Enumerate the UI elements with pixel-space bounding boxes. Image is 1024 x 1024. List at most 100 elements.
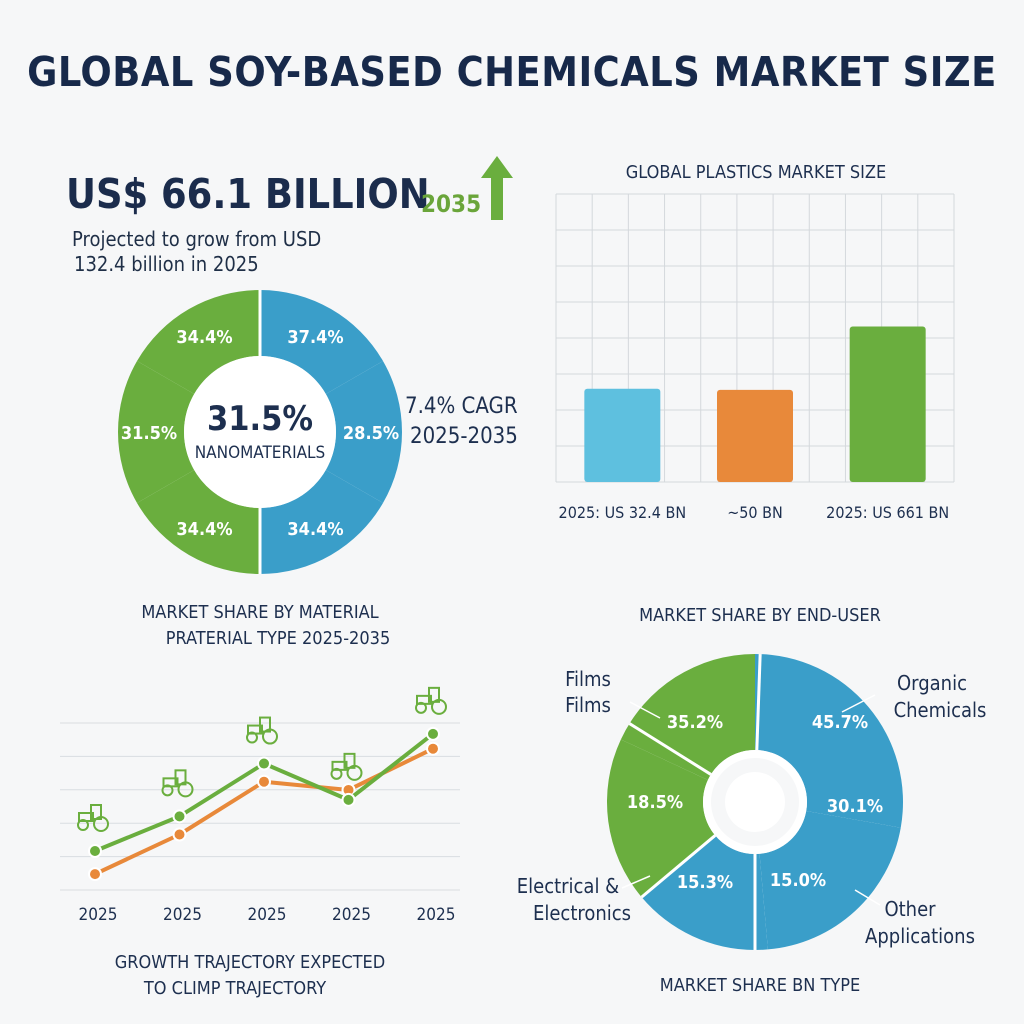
slice-divider [755,654,762,751]
enduser-callouts: Films Films Organic Chemicals Electrical… [517,667,987,948]
material-donut-labels: 37.4% 28.5% 34.4% 34.4% 31.5% 34.4% [121,327,399,540]
material-caption-line-2: PRATERIAL TYPE 2025-2035 [165,628,391,649]
enduser-donut-slices [607,654,903,950]
organic-callout-line [841,694,876,713]
donut-center-label: NANOMATERIALS [195,443,326,463]
material-slice [260,290,383,394]
enduser-slice-label: 18.5% [627,792,683,813]
callout-other-1: Other [884,897,936,921]
tractor-icon [161,769,194,798]
bar [849,326,926,482]
bar-category-label: 2025: US 661 BN [826,503,949,522]
material-slice-label: 34.4% [176,519,232,540]
x-tick-label: 2025 [248,905,287,925]
growth-arrow-icon [481,156,513,220]
series-point [88,844,102,858]
enduser-slice-label: 15.0% [770,870,826,891]
inner-ring [703,750,807,854]
callout-other-2: Applications [865,924,975,948]
plastics-chart-title: GLOBAL PLASTICS MARKET SIZE [625,162,887,183]
material-slice-label: 34.4% [287,519,343,540]
enduser-slice-label: 15.3% [677,872,733,893]
enduser-slice [759,811,901,950]
series-point [341,792,356,807]
description-line-1: Projected to grow from USD [72,227,322,251]
enduser-donut-labels: 45.7% 30.1% 15.0% 15.3% 18.5% 35.2% [627,712,883,893]
x-tick-label: 2025 [417,905,456,925]
series-point [257,774,271,789]
callout-electrical-2: Electronics [533,901,631,925]
enduser-slice [641,835,755,950]
series-point [172,809,187,824]
slice-divider [628,722,712,776]
bar-category-label: 2025: US 32.4 BN [559,503,687,522]
donut-center-value: 31.5% [207,399,313,439]
enduser-slice [755,654,903,828]
series-point [172,827,187,842]
series-point [88,867,102,882]
material-donut-chart: 31.5% NANOMATERIALS 37.4% 28.5% 34.4% 34.4%… [117,290,402,574]
headline-description: Projected to grow from USD 132.4 billion… [72,227,372,277]
bar-category-label: ~50 BN [727,503,783,522]
x-tick-label: 2025 [163,905,202,925]
tractor-icon [330,752,363,781]
material-slice [137,470,260,574]
line-chart-grid [60,722,460,891]
material-slice-label: 28.5% [343,423,399,444]
cagr-period: 2025-2035 [410,424,518,449]
donut-hole [725,772,785,832]
enduser-slice [755,853,768,950]
tractor-icon [77,804,109,832]
growth-chart-caption: GROWTH TRAJECTORY EXPECTED TO CLIMP TRAJ… [60,950,470,1002]
series-point [257,756,271,771]
tractor-icon [415,686,447,715]
enduser-slice-label: 30.1% [827,796,883,817]
bar [584,388,661,482]
x-tick-label: 2025 [332,905,371,925]
material-slice-label: 34.4% [176,327,232,348]
x-tick-label: 2025 [79,905,118,925]
series-point [426,726,440,741]
line-chart-series [88,726,440,882]
enduser-slice-label: 35.2% [667,712,723,733]
growth-line-chart: 2025 2025 2025 2025 2025 [60,686,460,925]
material-slice-label: 31.5% [121,423,177,444]
callout-electrical-1: Electrical & [517,874,619,898]
other-callout-line [854,889,881,906]
callout-films-1: Films [565,667,611,691]
material-chart-caption: MARKET SHARE BY MATERIAL PRATERIAL TYPE … [100,600,420,652]
enduser-slice-label: 45.7% [812,712,868,733]
enduser-chart-caption: MARKET SHARE BN TYPE [659,975,861,996]
material-caption-line-1: MARKET SHARE BY MATERIAL [141,602,379,623]
description-line-2: 132.4 billion in 2025 [74,252,259,276]
headline-year: 2035 [421,190,482,218]
slice-divider [640,834,717,899]
cagr-block: 7.4% CAGR 2025-2035 [405,392,518,452]
line-chart-x-labels: 2025 2025 2025 2025 2025 [79,905,456,925]
callout-films-2: Films [565,693,611,717]
electrical-callout-line [621,875,651,889]
tractor-icon [246,716,278,745]
series-line [94,732,435,853]
material-slice [260,470,383,574]
line-chart-tractor-icons [77,686,447,832]
callout-organic-1: Organic [897,671,967,695]
series-point [426,741,440,756]
enduser-slice [620,654,755,781]
enduser-donut-chart: 45.7% 30.1% 15.0% 15.3% 18.5% 35.2% Films Fil… [517,654,987,950]
material-slice [117,361,195,503]
material-donut-slices [117,290,402,574]
headline-value: US$ 66.1 BILLION [66,170,430,218]
donut-hole [184,356,336,508]
cagr-rate: 7.4% CAGR [405,394,518,419]
growth-caption-line-1: GROWTH TRAJECTORY EXPECTED [114,952,386,973]
bar-chart-category-labels: 2025: US 32.4 BN ~50 BN 2025: US 661 BN [559,503,950,522]
material-slice [325,361,402,503]
bar-chart-bars [584,326,926,482]
growth-caption-line-2: TO CLIMP TRAJECTORY [143,978,327,999]
material-slice [137,290,260,394]
page-title: GLOBAL SOY-BASED CHEMICALS MARKET SIZE [27,48,997,96]
enduser-chart-title: MARKET SHARE BY END-USER [639,605,881,626]
material-slice-label: 37.4% [287,327,343,348]
plastics-bar-chart: 2025: US 32.4 BN ~50 BN 2025: US 661 BN [555,193,955,522]
